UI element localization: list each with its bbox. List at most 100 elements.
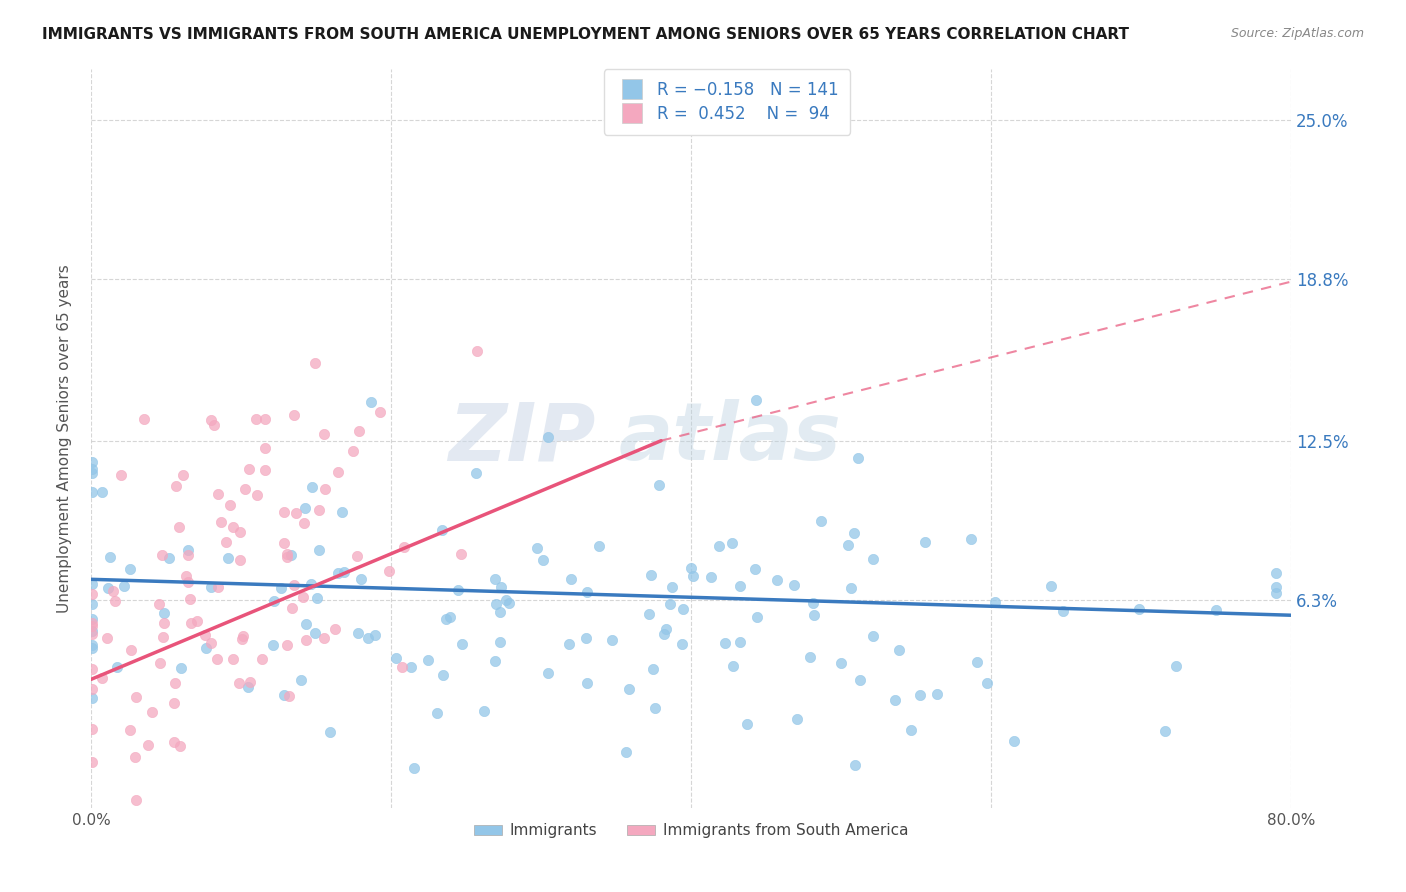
Point — [149, 656, 172, 670]
Point — [177, 542, 200, 557]
Point — [426, 706, 449, 720]
Point — [308, 542, 330, 557]
Point — [430, 524, 453, 538]
Point — [215, 534, 238, 549]
Point — [357, 631, 380, 645]
Point — [474, 705, 496, 719]
Point — [174, 568, 197, 582]
Point — [82, 626, 104, 640]
Legend: Immigrants, Immigrants from South America: Immigrants, Immigrants from South Americ… — [468, 817, 914, 845]
Point — [360, 395, 382, 409]
Point — [163, 696, 186, 710]
Point — [91, 671, 114, 685]
Point — [842, 525, 865, 540]
Point — [301, 480, 323, 494]
Point — [153, 606, 176, 620]
Point — [349, 425, 371, 439]
Point — [232, 629, 254, 643]
Point — [887, 643, 910, 657]
Point — [82, 461, 104, 475]
Point — [97, 581, 120, 595]
Point — [82, 638, 104, 652]
Point — [744, 561, 766, 575]
Point — [682, 568, 704, 582]
Point — [82, 691, 104, 706]
Point — [801, 596, 824, 610]
Point — [418, 653, 440, 667]
Point — [679, 561, 702, 575]
Point — [671, 602, 693, 616]
Point — [745, 393, 768, 408]
Point — [914, 535, 936, 549]
Point — [1265, 586, 1288, 600]
Point — [165, 479, 187, 493]
Point — [333, 566, 356, 580]
Point — [120, 642, 142, 657]
Point — [652, 627, 675, 641]
Point — [180, 615, 202, 630]
Point — [254, 412, 277, 426]
Point — [537, 430, 560, 444]
Point — [82, 755, 104, 769]
Point — [326, 465, 349, 479]
Point — [292, 516, 315, 530]
Point — [925, 687, 948, 701]
Point — [229, 553, 252, 567]
Point — [721, 659, 744, 673]
Point — [531, 552, 554, 566]
Point — [202, 418, 225, 433]
Point — [177, 548, 200, 562]
Point — [730, 579, 752, 593]
Point — [205, 652, 228, 666]
Point — [270, 581, 292, 595]
Point — [96, 632, 118, 646]
Point — [844, 758, 866, 772]
Point — [485, 597, 508, 611]
Point — [207, 487, 229, 501]
Point — [846, 450, 869, 465]
Point — [170, 661, 193, 675]
Point — [292, 590, 315, 604]
Point — [152, 615, 174, 630]
Point — [378, 565, 401, 579]
Point — [720, 536, 742, 550]
Point — [290, 673, 312, 687]
Point — [283, 578, 305, 592]
Point — [101, 583, 124, 598]
Point — [294, 616, 316, 631]
Point — [120, 562, 142, 576]
Point — [172, 467, 194, 482]
Point — [163, 675, 186, 690]
Point — [152, 630, 174, 644]
Point — [276, 549, 298, 564]
Point — [82, 597, 104, 611]
Point — [307, 591, 329, 606]
Point — [157, 550, 180, 565]
Point — [238, 462, 260, 476]
Point — [207, 580, 229, 594]
Point — [714, 636, 737, 650]
Point — [1265, 581, 1288, 595]
Point — [439, 610, 461, 624]
Point — [280, 549, 302, 563]
Point — [557, 637, 579, 651]
Point — [308, 502, 330, 516]
Point — [82, 624, 104, 638]
Point — [839, 582, 862, 596]
Point — [1128, 601, 1150, 615]
Point — [194, 628, 217, 642]
Text: Source: ZipAtlas.com: Source: ZipAtlas.com — [1230, 27, 1364, 40]
Point — [283, 409, 305, 423]
Point — [575, 631, 598, 645]
Point — [342, 444, 364, 458]
Point — [830, 656, 852, 670]
Point — [1265, 566, 1288, 580]
Point — [849, 673, 872, 687]
Point — [294, 500, 316, 515]
Point — [314, 482, 336, 496]
Point — [304, 625, 326, 640]
Point — [254, 441, 277, 455]
Point — [82, 662, 104, 676]
Point — [884, 693, 907, 707]
Point — [250, 651, 273, 665]
